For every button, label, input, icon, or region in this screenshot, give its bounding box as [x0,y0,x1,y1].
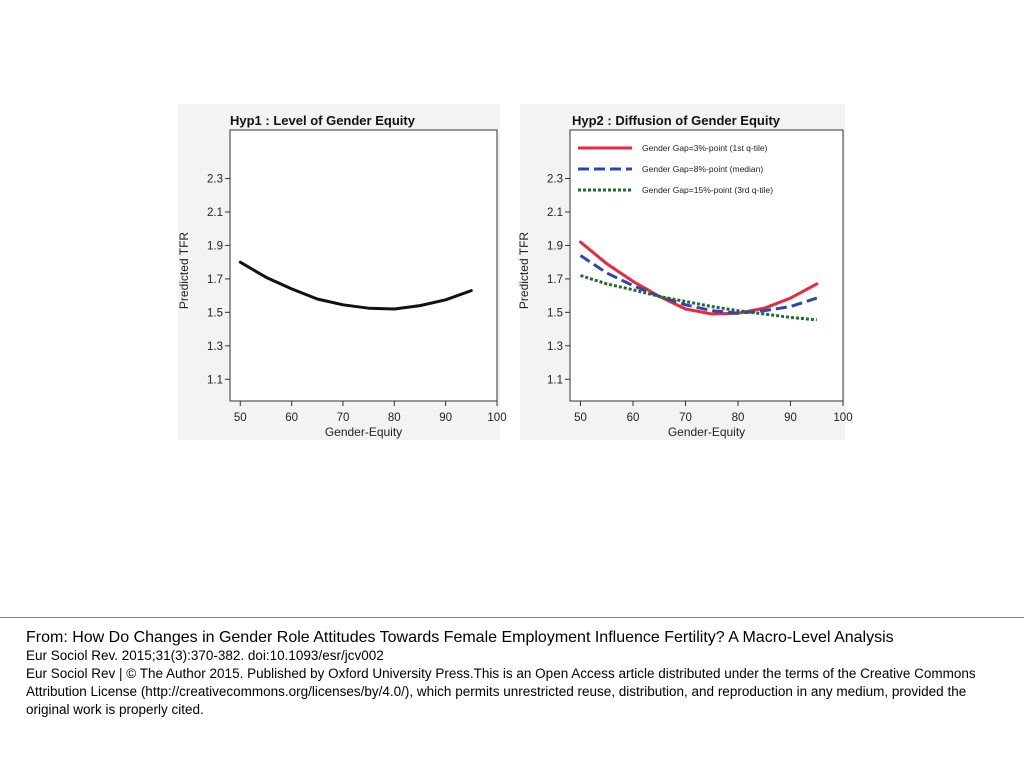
caption: From: How Do Changes in Gender Role Atti… [26,628,1001,719]
x-tick-label: 100 [487,412,506,424]
caption-license: Eur Sociol Rev | © The Author 2015. Publ… [26,666,976,717]
caption-divider [0,617,1024,618]
x-tick-label: 50 [574,412,587,424]
y-tick-label: 2.1 [207,207,223,219]
caption-citation: Eur Sociol Rev. 2015;31(3):370-382. doi:… [26,648,384,663]
legend-label: Gender Gap=3%-point (1st q-tile) [642,143,768,153]
y-tick-label: 2.3 [207,174,223,186]
x-tick-label: 60 [285,412,298,424]
series-line-3 [580,274,817,322]
chart-hyp1: Hyp1 : Level of Gender Equity 1.1 1.3 1.5 1.… [177,113,507,439]
y-tick-label: 2.3 [547,174,563,186]
x-tick-label: 90 [784,412,797,424]
x-tick-label: 80 [388,412,401,424]
x-tick-label: 60 [627,412,640,424]
y-tick-label: 1.7 [207,274,223,286]
y-tick-label: 1.9 [547,240,563,252]
caption-source-title: From: How Do Changes in Gender Role Atti… [26,629,894,646]
figure: Hyp1 : Level of Gender Equity 1.1 1.3 1.5 1.… [177,104,853,440]
x-tick-label: 50 [234,412,247,424]
y-tick-label: 1.3 [207,341,223,353]
legend-label: Gender Gap=15%-point (3rd q-tile) [642,185,773,195]
y-tick-label: 1.1 [207,374,223,386]
y-tick-label: 2.1 [547,207,563,219]
y-tick-label: 1.5 [207,307,223,319]
y-tick-label: 1.7 [547,274,563,286]
x-tick-label: 100 [833,412,852,424]
y-tick-label: 1.9 [207,240,223,252]
plot-frame [569,129,844,402]
x-tick-label: 70 [337,412,350,424]
y-tick-label: 1.5 [547,307,563,319]
series-line-1 [238,260,473,311]
chart-title: Hyp1 : Level of Gender Equity [230,113,416,128]
x-tick-label: 80 [732,412,745,424]
y-axis-label: Predicted TFR [177,232,191,309]
series-line-1 [579,240,819,316]
y-tick-label: 1.1 [547,374,563,386]
y-tick-label: 1.3 [547,341,563,353]
plot-frame [229,129,498,402]
y-axis-label: Predicted TFR [517,232,531,309]
x-tick-label: 70 [679,412,692,424]
legend-label: Gender Gap=8%-point (median) [642,164,763,174]
x-axis-label: Gender-Equity [325,425,402,439]
chart-hyp2: Hyp2 : Diffusion of Gender Equity 1.1 1.3 1… [517,113,853,439]
x-tick-label: 90 [439,412,452,424]
x-axis-label: Gender-Equity [668,425,745,439]
chart-title: Hyp2 : Diffusion of Gender Equity [572,113,781,128]
series-line-2 [579,254,818,315]
